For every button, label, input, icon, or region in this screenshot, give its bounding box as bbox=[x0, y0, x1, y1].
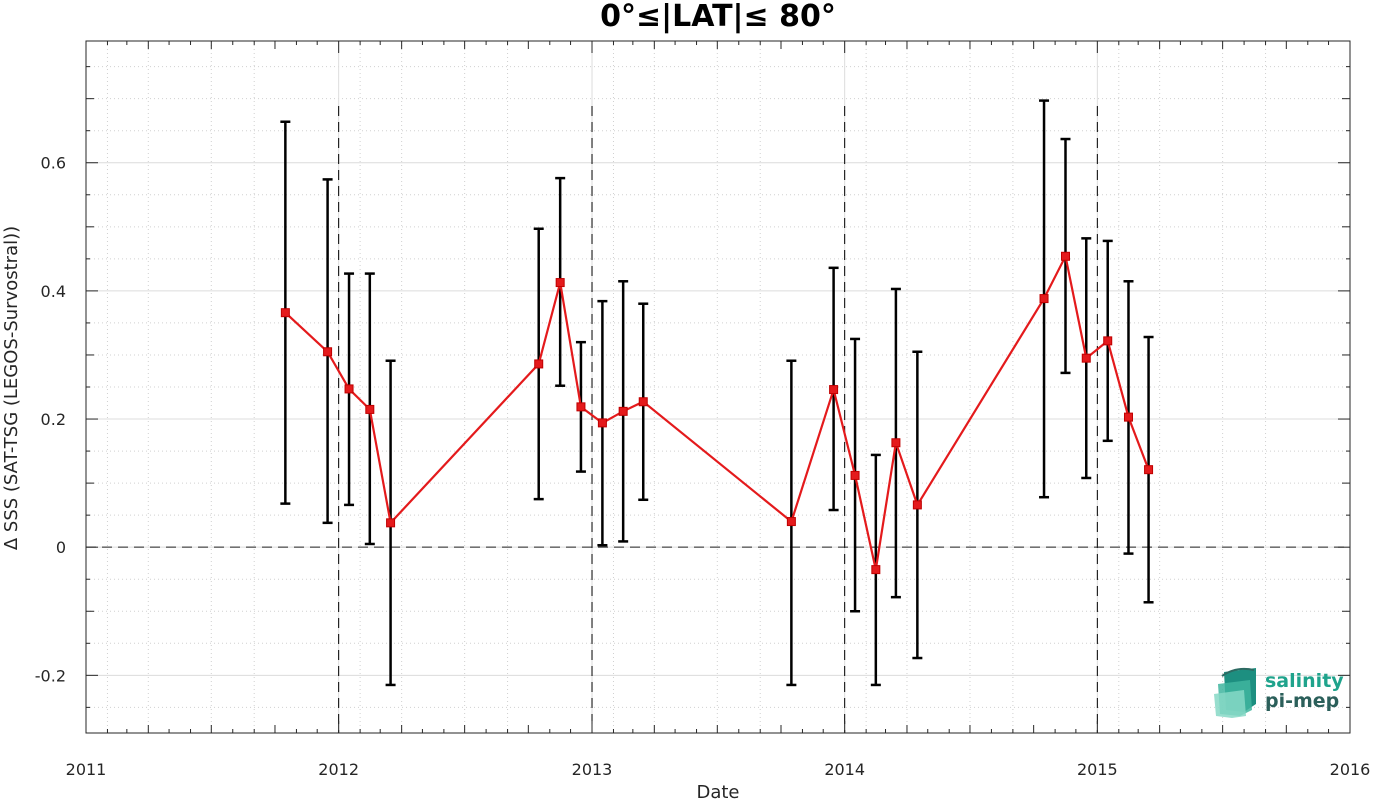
data-point bbox=[786, 517, 796, 527]
data-point bbox=[1103, 336, 1113, 346]
y-tick-label: -0.2 bbox=[35, 666, 66, 685]
data-point bbox=[1144, 465, 1154, 475]
series-line bbox=[284, 252, 1150, 570]
y-axis-label: Δ SSS (SAT-TSG (LEGOS-Survostral)) bbox=[1, 226, 22, 550]
y-tick-label: 0 bbox=[56, 538, 66, 557]
data-point bbox=[555, 278, 565, 288]
data-point bbox=[618, 406, 628, 416]
data-point bbox=[597, 418, 607, 428]
data-point bbox=[576, 402, 586, 412]
x-tick-label: 2016 bbox=[1330, 760, 1371, 779]
data-point bbox=[1060, 251, 1070, 261]
chart-title: 0°≤|LAT|≤ 80° bbox=[600, 0, 836, 34]
data-point bbox=[829, 385, 839, 395]
salinity-pimep-logo: salinity pi-mep bbox=[1214, 667, 1344, 718]
data-marks bbox=[280, 99, 1154, 687]
x-tick-label: 2012 bbox=[318, 760, 359, 779]
logo-line2: pi-mep bbox=[1265, 690, 1339, 712]
data-point bbox=[280, 308, 290, 318]
y-tick-label: 0.6 bbox=[41, 154, 66, 173]
data-point bbox=[871, 565, 881, 575]
y-tick-label: 0.4 bbox=[41, 282, 66, 301]
x-tick-label: 2011 bbox=[66, 760, 107, 779]
data-point bbox=[891, 438, 901, 448]
x-axis-label: Date bbox=[696, 782, 739, 801]
wave-logo-icon bbox=[1214, 667, 1256, 718]
data-point bbox=[365, 404, 375, 414]
data-point bbox=[1039, 294, 1049, 304]
data-point bbox=[850, 470, 860, 480]
data-point bbox=[1081, 353, 1091, 363]
data-point bbox=[638, 397, 648, 407]
grid bbox=[85, 41, 1351, 733]
logo-line1: salinity bbox=[1265, 670, 1344, 692]
axes: 2011 2012 2013 2014 2015 2016 -0.2 0 0.2 0.4 0.6 bbox=[35, 40, 1371, 779]
data-point bbox=[386, 518, 396, 528]
x-tick-label: 2013 bbox=[572, 760, 613, 779]
data-point bbox=[323, 347, 333, 357]
data-point bbox=[912, 500, 922, 510]
data-point bbox=[534, 359, 544, 369]
x-tick-label: 2015 bbox=[1077, 760, 1118, 779]
y-tick-label: 0.2 bbox=[41, 410, 66, 429]
data-point bbox=[344, 384, 354, 394]
x-tick-label: 2014 bbox=[824, 760, 865, 779]
data-point bbox=[1123, 412, 1133, 422]
